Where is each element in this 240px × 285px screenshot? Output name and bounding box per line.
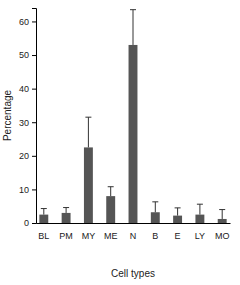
bar	[218, 219, 227, 223]
y-tick-mark	[32, 223, 36, 224]
error-bar	[108, 187, 114, 196]
y-axis-title: Percentage	[2, 89, 13, 141]
x-tick: MO	[215, 223, 230, 241]
chart: 0 10 20 30 40 50 60 BL PM MY ME N B E LY MO Percentage Ce…	[0, 0, 240, 285]
error-bar	[152, 202, 158, 212]
error-stem	[222, 210, 223, 219]
error-cap	[175, 207, 181, 208]
y-tick: 0	[24, 218, 36, 228]
error-cap	[130, 9, 136, 10]
y-tick: 20	[19, 151, 36, 161]
x-tick: LY	[195, 223, 205, 241]
bar	[62, 213, 71, 223]
error-stem	[43, 209, 44, 215]
y-tick: 50	[19, 50, 36, 60]
bar	[39, 215, 48, 223]
bar	[106, 196, 115, 223]
error-cap	[41, 208, 47, 209]
x-tick: MY	[82, 223, 96, 241]
error-stem	[155, 202, 156, 212]
y-tick-mark	[32, 156, 36, 157]
x-tick: PM	[59, 223, 73, 241]
y-axis-line	[32, 9, 37, 224]
error-cap	[197, 204, 203, 205]
x-tick-label: MO	[215, 231, 230, 241]
y-tick-label: 30	[19, 118, 29, 128]
y-tick-label: 50	[19, 50, 29, 60]
y-tick-mark	[32, 122, 36, 123]
x-tick-label: LY	[195, 231, 205, 241]
x-tick: ME	[104, 223, 118, 241]
error-stem	[88, 117, 89, 147]
x-tick-label: B	[152, 231, 158, 241]
y-tick-label: 40	[19, 84, 29, 94]
x-tick: N	[130, 223, 137, 241]
bar	[129, 45, 138, 223]
error-stem	[177, 208, 178, 216]
x-tick-label: ME	[104, 231, 118, 241]
y-tick-mark	[32, 89, 36, 90]
y-tick-label: 20	[19, 151, 29, 161]
error-bar	[175, 208, 181, 216]
y-axis: 0 10 20 30 40 50 60	[19, 9, 37, 229]
error-cap	[63, 207, 69, 208]
error-bar	[197, 204, 203, 214]
x-tick: E	[175, 223, 181, 241]
y-tick-mark	[32, 189, 36, 190]
error-bar	[41, 209, 47, 215]
x-axis-line	[37, 223, 231, 224]
x-tick-label: BL	[38, 231, 49, 241]
y-tick-mark	[32, 21, 36, 22]
y-tick: 60	[19, 17, 36, 27]
error-stem	[110, 187, 111, 196]
x-tick-label: E	[175, 231, 181, 241]
error-bar	[63, 208, 69, 213]
error-bar	[85, 117, 91, 147]
y-tick: 30	[19, 118, 36, 128]
x-tick: BL	[38, 223, 49, 241]
y-tick-label: 60	[19, 17, 29, 27]
error-cap	[85, 117, 91, 118]
bar	[195, 215, 204, 223]
error-stem	[199, 204, 200, 214]
error-stem	[133, 10, 134, 45]
x-axis-title: Cell types	[111, 268, 155, 279]
error-bar	[130, 10, 136, 45]
x-tick: B	[152, 223, 158, 241]
plot	[39, 10, 226, 223]
error-bar	[219, 210, 225, 219]
bar	[151, 212, 160, 223]
error-stem	[66, 208, 67, 213]
y-tick-label: 0	[24, 218, 29, 228]
x-tick-label: PM	[59, 231, 73, 241]
y-tick: 10	[19, 185, 36, 195]
x-axis: BL PM MY ME N B E LY MO	[37, 223, 231, 241]
error-cap	[219, 209, 225, 210]
bar	[84, 147, 93, 223]
bar	[173, 216, 182, 223]
y-tick-mark	[32, 55, 36, 56]
error-cap	[108, 186, 114, 187]
y-tick-label: 10	[19, 185, 29, 195]
y-tick: 40	[19, 84, 36, 94]
error-cap	[152, 201, 158, 202]
x-tick-label: MY	[82, 231, 96, 241]
x-tick-label: N	[130, 231, 137, 241]
